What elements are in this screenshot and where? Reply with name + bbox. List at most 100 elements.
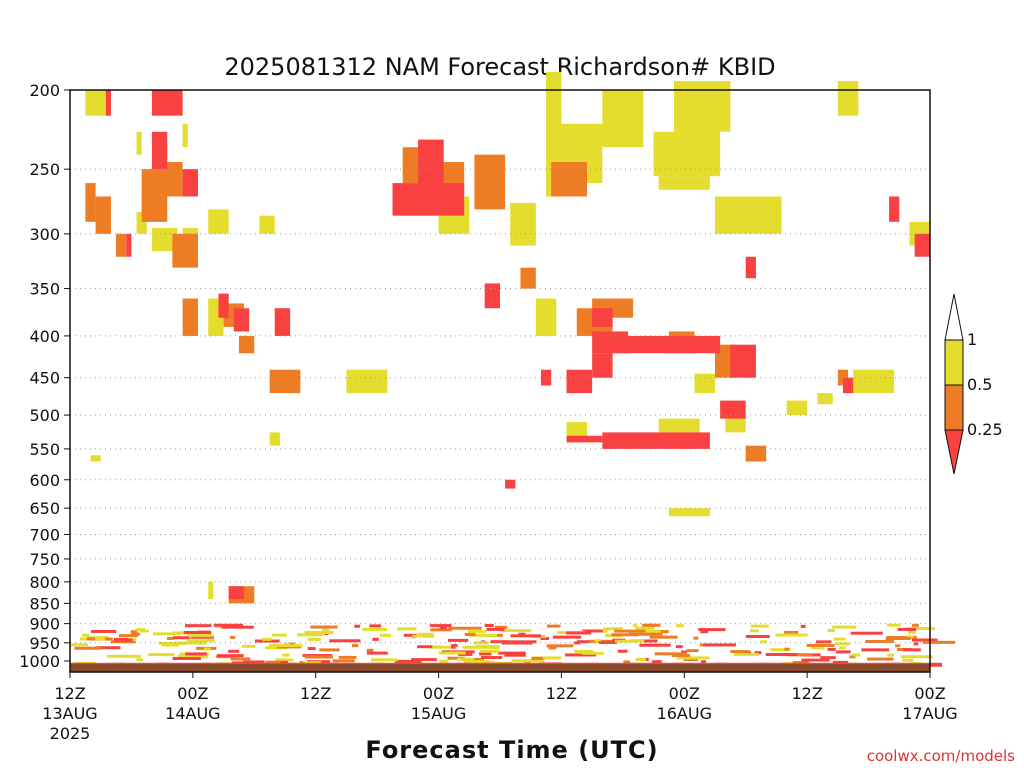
streak-154 xyxy=(546,644,574,648)
streak-250 xyxy=(885,637,911,641)
cell-yellow-34 xyxy=(786,400,808,416)
cell-yellow-27 xyxy=(668,508,710,517)
streak-11 xyxy=(275,658,294,662)
cell-yellow-28 xyxy=(853,369,895,394)
streak-229 xyxy=(304,655,334,659)
cell-red-24 xyxy=(505,479,516,489)
streak-252 xyxy=(135,628,146,632)
streak-77 xyxy=(770,648,791,652)
streak-181 xyxy=(310,625,338,629)
cell-yellow-29 xyxy=(837,81,859,116)
streak-59 xyxy=(418,632,434,636)
streak-52 xyxy=(228,649,240,653)
streak-197 xyxy=(188,634,213,638)
streak-142 xyxy=(683,657,699,661)
streak-165 xyxy=(652,660,662,664)
streak-241 xyxy=(582,651,604,655)
streak-237 xyxy=(850,631,883,635)
xtick-label-4: 12Z xyxy=(546,684,577,703)
cell-red-11 xyxy=(540,369,552,386)
streak-186 xyxy=(479,652,492,656)
cell-red-23 xyxy=(914,233,930,257)
cell-orange-8 xyxy=(269,369,301,394)
streak-160 xyxy=(430,628,452,632)
streak-113 xyxy=(614,639,645,643)
streak-239 xyxy=(500,629,532,633)
cell-red-15 xyxy=(592,353,613,378)
streak-193 xyxy=(428,645,441,649)
streak-255 xyxy=(183,631,212,635)
legend-label-1: 0.5 xyxy=(967,375,992,394)
streak-257 xyxy=(566,631,592,635)
cell-yellow-3 xyxy=(182,123,188,148)
streak-210 xyxy=(131,632,140,636)
streak-131 xyxy=(107,654,141,658)
y-axis-ticks: 200 250 300 350 400 450 500 550 600 650 700 750 800 8… xyxy=(19,81,70,671)
cell-yellow-12 xyxy=(346,369,388,394)
cell-orange-7 xyxy=(238,335,255,354)
streak-122 xyxy=(504,653,526,657)
streak-84 xyxy=(213,623,244,627)
cell-red-17 xyxy=(566,435,603,443)
ytick-label-400: 400 xyxy=(29,327,60,346)
cell-yellow-35 xyxy=(90,455,101,462)
ytick-label-900: 900 xyxy=(29,615,60,634)
streak-95 xyxy=(836,650,851,654)
streak-112 xyxy=(276,660,289,664)
cell-orange-12 xyxy=(520,267,536,289)
streak-23 xyxy=(573,641,581,645)
streak-143 xyxy=(564,653,597,657)
streak-9 xyxy=(540,637,550,641)
streak-32 xyxy=(749,629,759,633)
streak-178 xyxy=(750,624,769,628)
xtick-label-0: 12Z xyxy=(54,684,85,703)
plot-frame xyxy=(69,89,931,673)
streak-253 xyxy=(827,628,835,632)
streak-218 xyxy=(216,654,244,658)
ytick-label-250: 250 xyxy=(29,160,60,179)
streak-121 xyxy=(675,624,684,628)
streak-51 xyxy=(895,644,901,648)
streak-223 xyxy=(835,642,850,646)
streak-14 xyxy=(110,640,136,644)
cell-yellow-36 xyxy=(208,581,214,600)
streak-184 xyxy=(602,629,608,633)
cell-red-9 xyxy=(418,139,444,184)
cell-yellow-2 xyxy=(136,131,142,155)
streak-89 xyxy=(81,633,90,637)
ytick-label-550: 550 xyxy=(29,440,60,459)
streak-215 xyxy=(922,640,956,644)
xtick-date-3: 15AUG xyxy=(411,704,466,723)
cell-orange-11 xyxy=(474,154,506,210)
streak-128 xyxy=(366,651,388,655)
streak-258 xyxy=(486,627,505,631)
streak-2 xyxy=(576,640,590,644)
ytick-label-350: 350 xyxy=(29,280,60,299)
cell-yellow-32 xyxy=(535,298,557,336)
streak-259 xyxy=(902,648,921,652)
streak-153 xyxy=(173,636,191,640)
streak-57 xyxy=(354,624,361,628)
credit-link[interactable]: coolwx.com/models xyxy=(867,747,1015,765)
cell-red-25 xyxy=(228,586,245,600)
xtick-label-7: 00Z xyxy=(914,684,945,703)
streak-119 xyxy=(95,646,121,650)
cell-red-16 xyxy=(617,335,721,354)
streak-109 xyxy=(366,648,374,652)
streak-183 xyxy=(271,633,287,637)
streak-175 xyxy=(490,640,509,644)
legend-box-orange xyxy=(944,384,964,431)
cell-orange-19 xyxy=(837,369,849,386)
cell-red-2 xyxy=(151,131,168,170)
ytick-label-700: 700 xyxy=(29,525,60,544)
streak-45 xyxy=(448,626,482,630)
cell-orange-1 xyxy=(95,196,111,234)
streak-162 xyxy=(508,640,537,644)
legend-box-yellow xyxy=(944,339,964,386)
streak-189 xyxy=(654,652,687,656)
streak-80 xyxy=(574,649,594,653)
cell-red-4 xyxy=(126,233,132,257)
streak-144 xyxy=(411,658,437,662)
streak-138 xyxy=(792,661,809,665)
